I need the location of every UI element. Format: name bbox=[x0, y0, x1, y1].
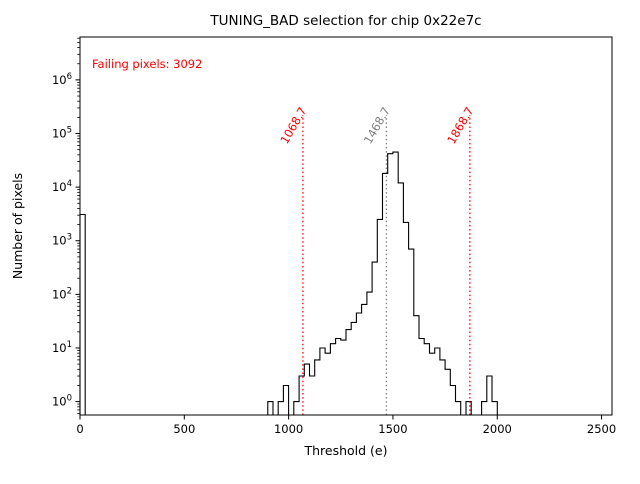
y-tick-label: 102 bbox=[52, 286, 72, 301]
x-tick-label: 0 bbox=[76, 422, 83, 436]
y-tick-label: 103 bbox=[52, 233, 72, 248]
y-tick-label: 105 bbox=[52, 126, 72, 141]
y-tick-label: 100 bbox=[52, 394, 72, 409]
chart-title: TUNING_BAD selection for chip 0x22e7c bbox=[209, 13, 481, 29]
y-tick-label: 104 bbox=[52, 179, 72, 194]
y-tick-label: 106 bbox=[52, 72, 72, 87]
axis-ticks: 0 500 1000 1500 2000 2500 100 101 102 103 104 105 10… bbox=[52, 72, 616, 436]
x-tick-label: 1000 bbox=[274, 422, 303, 436]
x-tick-label: 1500 bbox=[378, 422, 407, 436]
y-tick-label: 101 bbox=[52, 340, 72, 355]
x-axis-label: Threshold (e) bbox=[303, 443, 387, 458]
y-axis-label: Number of pixels bbox=[10, 173, 25, 279]
x-tick-label: 500 bbox=[173, 422, 195, 436]
x-tick-label: 2000 bbox=[483, 422, 512, 436]
failing-pixels-annotation: Failing pixels: 3092 bbox=[92, 57, 202, 71]
x-tick-label: 2500 bbox=[587, 422, 616, 436]
plot-area-border bbox=[79, 36, 613, 416]
